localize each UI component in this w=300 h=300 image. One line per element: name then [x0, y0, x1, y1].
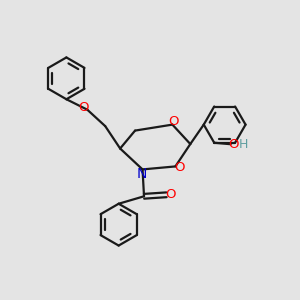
- Text: O: O: [228, 138, 239, 151]
- Text: H: H: [238, 138, 248, 151]
- Text: N: N: [137, 167, 147, 181]
- Text: O: O: [169, 115, 179, 128]
- Text: O: O: [175, 160, 185, 173]
- Text: O: O: [166, 188, 176, 201]
- Text: O: O: [79, 101, 89, 114]
